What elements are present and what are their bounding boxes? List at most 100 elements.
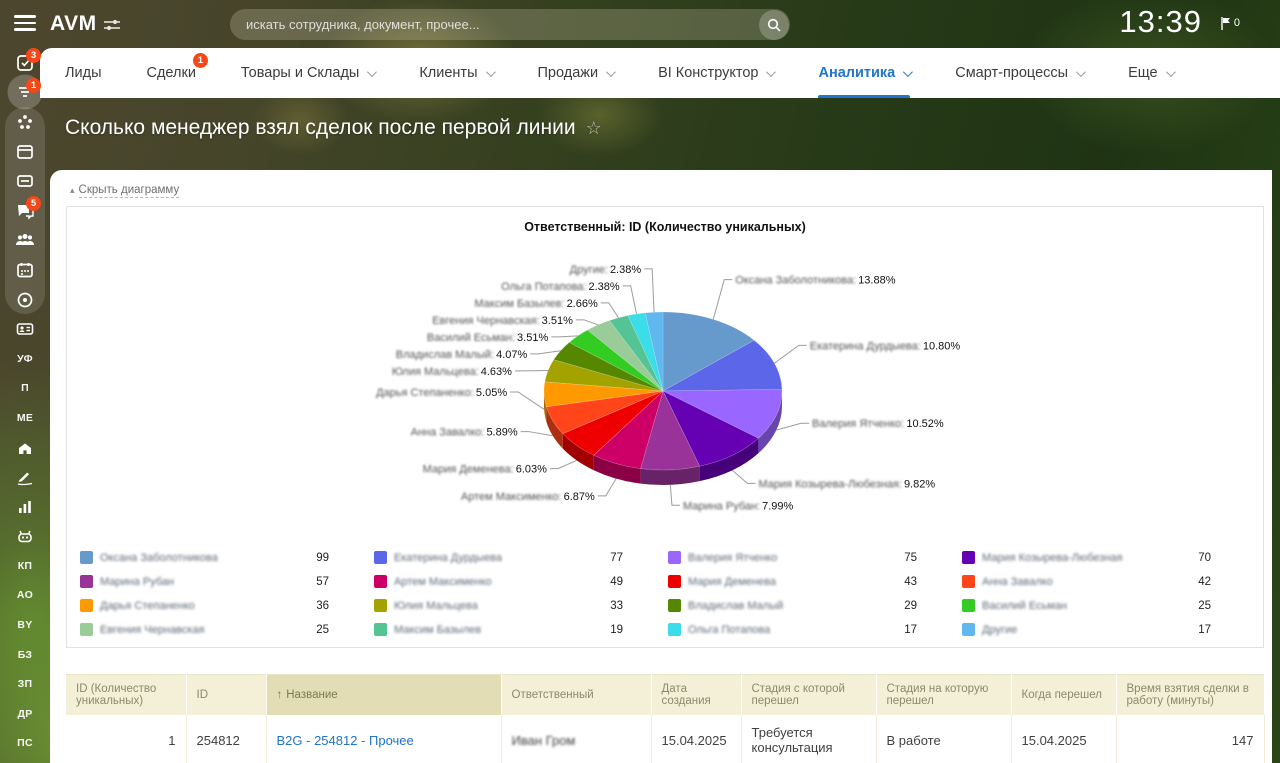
robot-icon — [15, 526, 35, 546]
table-cell: 15.04.2025 — [1011, 715, 1116, 763]
svg-text:5.05%: 5.05% — [476, 387, 507, 399]
sidebar-item-employees[interactable] — [0, 226, 50, 256]
sort-asc-icon: ↑ — [277, 689, 283, 701]
sidebar-item-ao[interactable]: АО — [0, 581, 50, 611]
sidebar-item-by[interactable]: BY — [0, 610, 50, 640]
nav-item-bi-конструктор[interactable]: BI Конструктор — [658, 48, 773, 98]
column-header[interactable]: Стадия с которой перешел — [741, 675, 876, 715]
legend-item[interactable]: Марина Рубан57 — [77, 570, 371, 593]
legend-value: 77 — [563, 552, 623, 564]
sidebar-item-analytics[interactable] — [0, 492, 50, 522]
legend-item[interactable]: Оксана Заболотникова99 — [77, 546, 371, 569]
clock[interactable]: 13:39 — [1119, 4, 1202, 40]
sidebar-item-inbox[interactable] — [0, 166, 50, 196]
settings-sliders-icon[interactable] — [104, 18, 120, 37]
legend-item[interactable]: Другие17 — [959, 618, 1253, 641]
nav-item-товары-и-склады[interactable]: Товары и Склады — [241, 48, 374, 98]
chevron-down-icon — [766, 67, 776, 77]
legend-swatch — [668, 599, 681, 612]
legend-item[interactable]: Артем Максименко49 — [371, 570, 665, 593]
legend-value: 70 — [1151, 552, 1211, 564]
search-icon[interactable] — [759, 10, 789, 40]
nav-item-еще[interactable]: Еще — [1128, 48, 1173, 98]
legend-name: Дарья Степаненко — [100, 600, 269, 612]
svg-text:3.51%: 3.51% — [542, 315, 573, 327]
nav-label: Продажи — [538, 65, 599, 81]
legend-value: 19 — [563, 624, 623, 636]
sidebar-item-contacts[interactable] — [0, 314, 50, 344]
network-dots-icon — [15, 112, 35, 132]
column-header[interactable]: ID — [186, 675, 266, 715]
sidebar-item-kp[interactable]: КП — [0, 551, 50, 581]
legend-name: Валерия Ятченко — [688, 552, 857, 564]
column-header[interactable]: Когда перешел — [1011, 675, 1116, 715]
sidebar-item-tasks[interactable]: 3 — [0, 48, 50, 78]
legend-item[interactable]: Ольга Потапова17 — [665, 618, 959, 641]
column-header[interactable]: Дата создания — [651, 675, 741, 715]
pie-chart[interactable]: Оксана Заболотникова: 13.88%Екатерина Ду… — [67, 241, 1263, 559]
legend-item[interactable]: Анна Завалко42 — [959, 570, 1253, 593]
sidebar-item-bot[interactable] — [0, 522, 50, 552]
svg-text:Марина Рубан:: Марина Рубан: — [683, 500, 760, 512]
nav-item-клиенты[interactable]: Клиенты — [419, 48, 492, 98]
sidebar-item-company[interactable] — [0, 433, 50, 463]
legend-value: 36 — [269, 600, 329, 612]
sidebar-item-calendar[interactable] — [0, 255, 50, 285]
svg-text:9.82%: 9.82% — [904, 478, 935, 490]
column-header[interactable]: ID (Количество уникальных) — [66, 675, 186, 715]
sidebar-item-bz[interactable]: БЗ — [0, 640, 50, 670]
column-header[interactable]: Ответственный — [501, 675, 651, 715]
deal-link[interactable]: B2G - 254812 - Прочее — [277, 733, 414, 748]
nav-item-сделки[interactable]: Сделки1 — [147, 48, 196, 98]
app-logo[interactable]: AVM — [50, 12, 97, 36]
sidebar-item-dr[interactable]: ДР — [0, 699, 50, 729]
calendar-icon — [15, 260, 35, 280]
sidebar-item-crm[interactable]: 1 — [0, 78, 50, 108]
legend-value: 17 — [857, 624, 917, 636]
sidebar-item-me[interactable]: МЕ — [0, 403, 50, 433]
legend-item[interactable]: Дарья Степаненко36 — [77, 594, 371, 617]
column-header[interactable]: Время взятия сделки в работу (минуты) — [1116, 675, 1264, 715]
notification-flag[interactable]: 0 — [1221, 17, 1240, 30]
hide-chart-link[interactable]: ▴ Скрыть диаграмму — [70, 184, 179, 198]
legend-item[interactable]: Мария Козырева-Любезная70 — [959, 546, 1253, 569]
global-search — [230, 9, 790, 40]
sidebar-item-sign[interactable] — [0, 462, 50, 492]
sidebar-item-feed[interactable] — [0, 137, 50, 167]
sidebar-item-chat[interactable]: 5 — [0, 196, 50, 226]
contact-card-icon — [15, 319, 35, 339]
legend-value: 99 — [269, 552, 329, 564]
legend-name: Екатерина Дурдыева — [394, 552, 563, 564]
legend-value: 17 — [1151, 624, 1211, 636]
nav-item-лиды[interactable]: Лиды — [65, 48, 102, 98]
sidebar-item-p[interactable]: П — [0, 374, 50, 404]
search-input[interactable] — [230, 17, 759, 32]
nav-item-смарт-процессы[interactable]: Смарт-процессы — [955, 48, 1083, 98]
menu-hamburger-icon[interactable] — [14, 15, 36, 31]
sidebar-item-network[interactable] — [0, 107, 50, 137]
svg-text:Максим Базылев:: Максим Базылев: — [474, 298, 564, 310]
nav-item-аналитика[interactable]: Аналитика — [818, 48, 910, 98]
column-header[interactable]: ↑Название — [266, 675, 501, 715]
chevron-down-icon — [485, 67, 495, 77]
legend-item[interactable]: Валерия Ятченко75 — [665, 546, 959, 569]
sidebar-item-uf[interactable]: УФ — [0, 344, 50, 374]
legend-value: 25 — [1151, 600, 1211, 612]
legend-swatch — [374, 599, 387, 612]
sidebar-item-badge[interactable] — [0, 285, 50, 315]
legend-item[interactable]: Владислав Малый29 — [665, 594, 959, 617]
column-header[interactable]: Стадия на которую перешел — [876, 675, 1011, 715]
legend-item[interactable]: Юлия Мальцева33 — [371, 594, 665, 617]
svg-text:13.88%: 13.88% — [858, 275, 896, 287]
sidebar-item-ps[interactable]: ПС — [0, 729, 50, 759]
legend-item[interactable]: Екатерина Дурдыева77 — [371, 546, 665, 569]
legend-item[interactable]: Василий Есьман25 — [959, 594, 1253, 617]
emblem-circle-icon — [15, 290, 35, 310]
legend-item[interactable]: Мария Деменева43 — [665, 570, 959, 593]
legend-item[interactable]: Максим Базылев19 — [371, 618, 665, 641]
nav-item-продажи[interactable]: Продажи — [538, 48, 614, 98]
favorite-star-icon[interactable]: ☆ — [586, 118, 602, 139]
sidebar-item-zp[interactable]: ЗП — [0, 669, 50, 699]
responsible-name: Иван Гром — [512, 733, 576, 748]
legend-item[interactable]: Евгения Чернавская25 — [77, 618, 371, 641]
